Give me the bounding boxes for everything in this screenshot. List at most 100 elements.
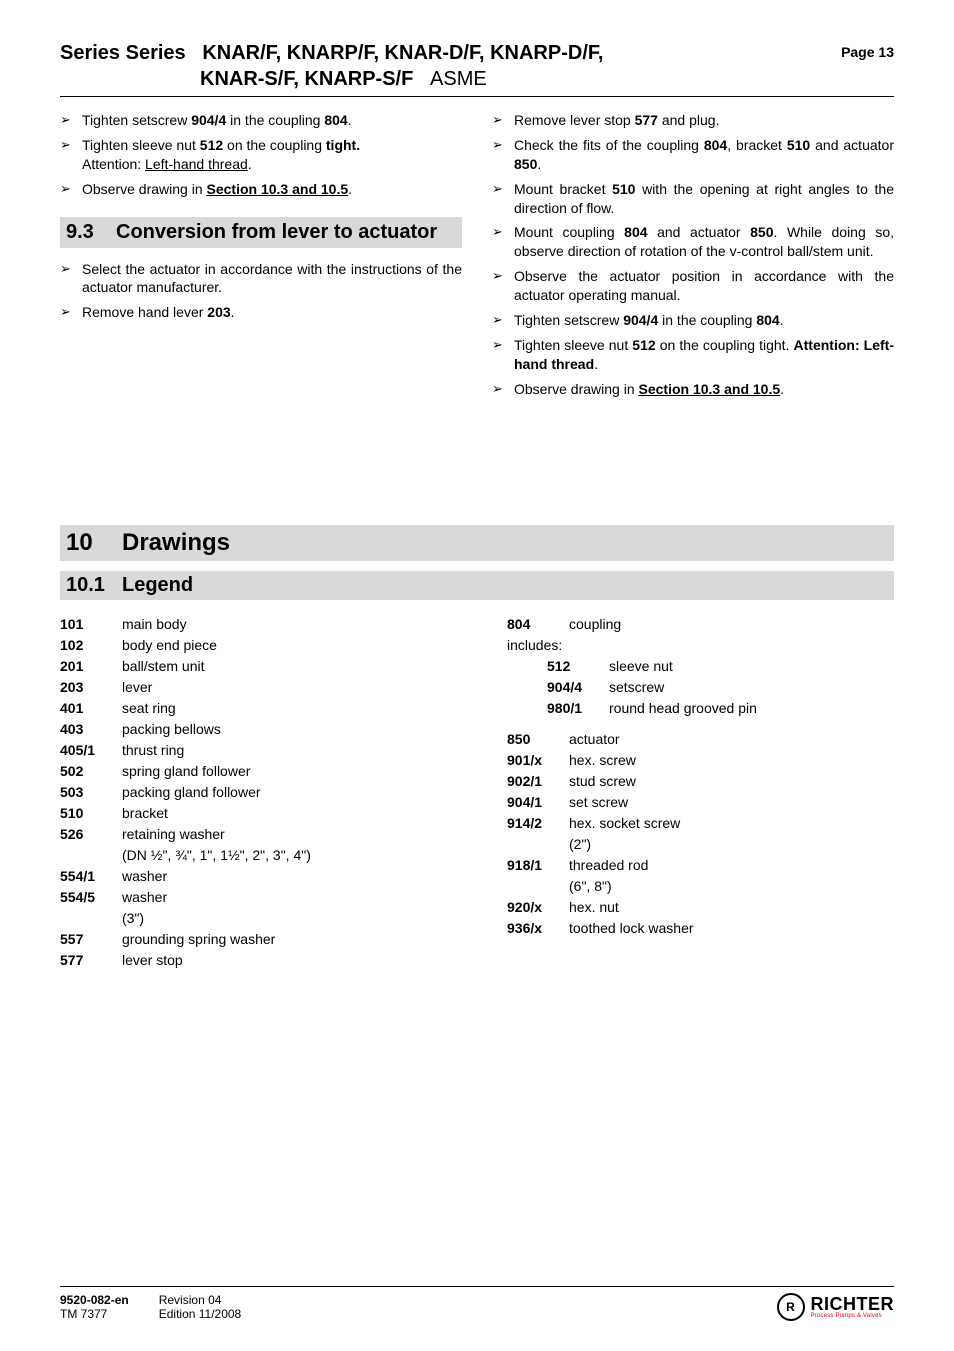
legend-value: grounding spring washer [122,929,447,950]
legend-value: packing gland follower [122,782,447,803]
logo-tagline: Process Pumps & Valves [811,1313,895,1319]
legend-value: retaining washer [122,824,447,845]
legend-key: 902/1 [507,771,569,792]
legend-key: 554/5 [60,887,122,908]
legend-value: body end piece [122,635,447,656]
right-column: Remove lever stop 577 and plug. Check th… [492,111,894,405]
text: . [780,312,784,328]
legend-row: 403packing bellows [60,719,447,740]
legend-value: lever [122,677,447,698]
footer-doc-block: 9520-082-en TM 7377 [60,1293,129,1321]
legend-key: 510 [60,803,122,824]
text: . [537,156,541,172]
bullet-item: Mount bracket 510 with the opening at ri… [492,180,894,218]
bullet-item: Select the actuator in accordance with t… [60,260,462,298]
legend-row: 201ball/stem unit [60,656,447,677]
part-ref: 804 [704,137,727,153]
section-9-3-heading: 9.3Conversion from lever to actuator [60,217,462,248]
text: Tighten setscrew [82,112,191,128]
legend-row: 918/1threaded rod [507,855,894,876]
part-ref: tight. [326,137,360,153]
legend-key: 904/4 [507,677,609,698]
bullet-item: Tighten setscrew 904/4 in the coupling 8… [60,111,462,130]
part-ref: 203 [207,304,230,320]
text: and plug. [658,112,720,128]
part-ref: 850 [750,224,773,240]
legend-value: setscrew [609,677,894,698]
text: Tighten setscrew [514,312,623,328]
content-columns: Tighten setscrew 904/4 in the coupling 8… [60,111,894,405]
series-models-2: KNAR-S/F, KNARP-S/F [200,68,413,90]
legend-row: 401seat ring [60,698,447,719]
section-10-1-heading: 10.1Legend [60,571,894,600]
part-ref: 804 [324,112,347,128]
legend-right-column: 804 coupling includes: 512sleeve nut904/… [507,614,894,971]
right-bullet-list: Remove lever stop 577 and plug. Check th… [492,111,894,399]
section-title: Drawings [122,529,230,556]
legend-key: 526 [60,824,122,845]
includes-label: includes: [507,635,894,656]
legend-row: 101main body [60,614,447,635]
legend-row: 804 coupling [507,614,894,635]
section-title: Legend [122,574,193,596]
legend-value: toothed lock washer [569,918,894,939]
legend-key: 503 [60,782,122,803]
part-ref: 850 [514,156,537,172]
legend-key: 577 [60,950,122,971]
legend-row: 554/5washer [60,887,447,908]
legend-804-sublist: 512sleeve nut904/4setscrew980/1round hea… [507,656,894,719]
text: in the coupling [226,112,324,128]
legend-key: 936/x [507,918,569,939]
text: . [248,156,252,172]
text: Mount bracket [514,181,612,197]
legend-row: 102body end piece [60,635,447,656]
text: Tighten sleeve nut [82,137,200,153]
section-number: 10 [66,529,122,557]
legend-value: coupling [569,614,894,635]
bullet-item: Observe drawing in Section 10.3 and 10.5… [60,180,462,199]
legend-key: 901/x [507,750,569,771]
legend-value: round head grooved pin [609,698,894,719]
legend-row: 936/xtoothed lock washer [507,918,894,939]
header-divider [60,96,894,97]
part-ref: 510 [787,137,810,153]
legend-value: washer [122,866,447,887]
legend-value: sleeve nut [609,656,894,677]
legend-row: 526retaining washer [60,824,447,845]
section-ref: Section 10.3 and 10.5 [639,381,781,397]
legend-value: packing bellows [122,719,447,740]
legend-key: 918/1 [507,855,569,876]
legend-key: 102 [60,635,122,656]
legend-value: spring gland follower [122,761,447,782]
legend-row: 904/1set screw [507,792,894,813]
part-ref: 904/4 [191,112,226,128]
bullet-item: Remove lever stop 577 and plug. [492,111,894,130]
footer-left: 9520-082-en TM 7377 Revision 04 Edition … [60,1293,241,1321]
footer-divider [60,1286,894,1287]
section-93-bullets: Select the actuator in accordance with t… [60,260,462,323]
legend-row: 577lever stop [60,950,447,971]
legend-value: hex. nut [569,897,894,918]
part-ref: 804 [624,224,647,240]
text: on the coupling [223,137,326,153]
text: , bracket [727,137,787,153]
legend-row: 902/1stud screw [507,771,894,792]
tm-number: TM 7377 [60,1307,129,1321]
legend-key: 502 [60,761,122,782]
text: Remove lever stop [514,112,635,128]
series-models-1: KNAR/F, KNARP/F, KNAR-D/F, KNARP-D/F, [202,42,603,64]
legend-value: washer [122,887,447,908]
text: Tighten sleeve nut [514,337,632,353]
legend-value: hex. screw [569,750,894,771]
legend-row: 914/2hex. socket screw [507,813,894,834]
bullet-item: Check the fits of the coupling 804, brac… [492,136,894,174]
legend-row: 502spring gland follower [60,761,447,782]
left-bullet-list: Tighten setscrew 904/4 in the coupling 8… [60,111,462,199]
logo-text: RICHTER Process Pumps & Valves [811,1295,895,1319]
text: Check the fits of the coupling [514,137,704,153]
legend-value: stud screw [569,771,894,792]
text: and actuator [810,137,894,153]
legend-note: (DN ½", ¾", 1", 1½", 2", 3", 4") [60,845,447,866]
bullet-item: Observe drawing in Section 10.3 and 10.5… [492,380,894,399]
text: Observe drawing in [82,181,207,197]
